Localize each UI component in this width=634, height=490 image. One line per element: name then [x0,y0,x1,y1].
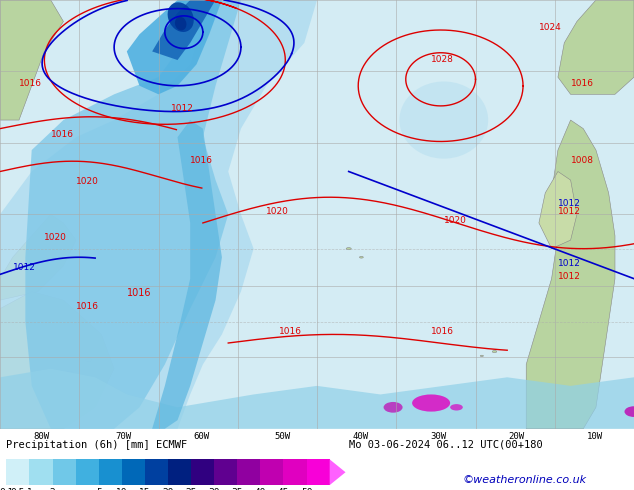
Text: 60W: 60W [193,432,210,441]
Text: 1008: 1008 [571,156,593,165]
Text: 1016: 1016 [431,327,454,337]
Text: 0.5: 0.5 [11,488,25,490]
Text: 5: 5 [96,488,101,490]
Bar [283,460,307,485]
Text: 1020: 1020 [44,233,67,242]
Ellipse shape [66,371,74,375]
Text: 1016: 1016 [571,79,593,88]
Text: 1028: 1028 [431,55,454,64]
Ellipse shape [32,374,44,381]
Bar [99,460,122,485]
Bar [53,460,75,485]
Ellipse shape [359,256,363,258]
Polygon shape [152,120,222,429]
Text: 0.1: 0.1 [0,488,13,490]
Ellipse shape [481,355,483,357]
Ellipse shape [624,406,634,417]
Polygon shape [127,0,222,94]
Bar [145,460,168,485]
Bar [307,460,330,485]
Text: 70W: 70W [115,432,132,441]
Polygon shape [526,120,615,429]
Polygon shape [539,172,577,249]
Polygon shape [0,0,63,120]
Text: 35: 35 [231,488,243,490]
Bar [214,460,237,485]
Text: 1012: 1012 [13,263,36,272]
Text: 50: 50 [301,488,313,490]
Text: ©weatheronline.co.uk: ©weatheronline.co.uk [463,475,587,485]
Text: 40: 40 [255,488,266,490]
Ellipse shape [175,17,186,30]
Bar [168,460,191,485]
Text: 30W: 30W [430,432,447,441]
Ellipse shape [412,394,450,412]
Ellipse shape [167,2,194,32]
Text: 30: 30 [209,488,220,490]
Polygon shape [0,292,114,429]
Text: 15: 15 [139,488,151,490]
Text: 25: 25 [185,488,197,490]
Text: 1016: 1016 [279,327,302,337]
Text: 20W: 20W [508,432,525,441]
Text: 1012: 1012 [558,207,581,217]
Bar [6,460,29,485]
Polygon shape [330,460,346,485]
Text: 10: 10 [116,488,127,490]
Bar [261,460,283,485]
Text: 1020: 1020 [444,216,467,225]
Text: 40W: 40W [352,432,368,441]
Text: 1020: 1020 [76,177,99,186]
Bar [122,460,145,485]
Ellipse shape [384,402,403,413]
Ellipse shape [450,404,463,411]
Text: Precipitation (6h) [mm] ECMWF: Precipitation (6h) [mm] ECMWF [6,440,188,450]
Text: 20: 20 [162,488,174,490]
Polygon shape [558,0,634,94]
Text: 1016: 1016 [51,130,74,139]
Ellipse shape [52,388,61,392]
Text: 45: 45 [278,488,289,490]
Text: Mo 03-06-2024 06..12 UTC(00+180: Mo 03-06-2024 06..12 UTC(00+180 [349,440,543,450]
Ellipse shape [86,359,92,362]
Polygon shape [0,0,317,429]
Text: 1012: 1012 [558,199,581,208]
Ellipse shape [399,81,488,159]
Text: 50W: 50W [274,432,290,441]
Text: 1016: 1016 [19,79,42,88]
Bar [29,460,53,485]
Polygon shape [25,0,241,429]
Text: 10W: 10W [586,432,603,441]
Text: 1012: 1012 [558,271,581,281]
Text: 1016: 1016 [127,288,152,298]
Bar [237,460,261,485]
Text: 1016: 1016 [76,302,99,311]
Text: 2: 2 [49,488,55,490]
Ellipse shape [493,350,497,353]
Text: 1020: 1020 [266,207,289,217]
Bar [191,460,214,485]
Text: 1: 1 [27,488,32,490]
Polygon shape [0,215,76,300]
Text: 1012: 1012 [558,259,581,268]
Ellipse shape [346,247,351,250]
Text: 80W: 80W [33,432,49,441]
Polygon shape [152,0,216,60]
Bar [75,460,99,485]
Text: 1012: 1012 [171,104,194,114]
Text: 1016: 1016 [190,156,213,165]
Polygon shape [0,368,634,429]
Text: 1024: 1024 [539,23,562,32]
